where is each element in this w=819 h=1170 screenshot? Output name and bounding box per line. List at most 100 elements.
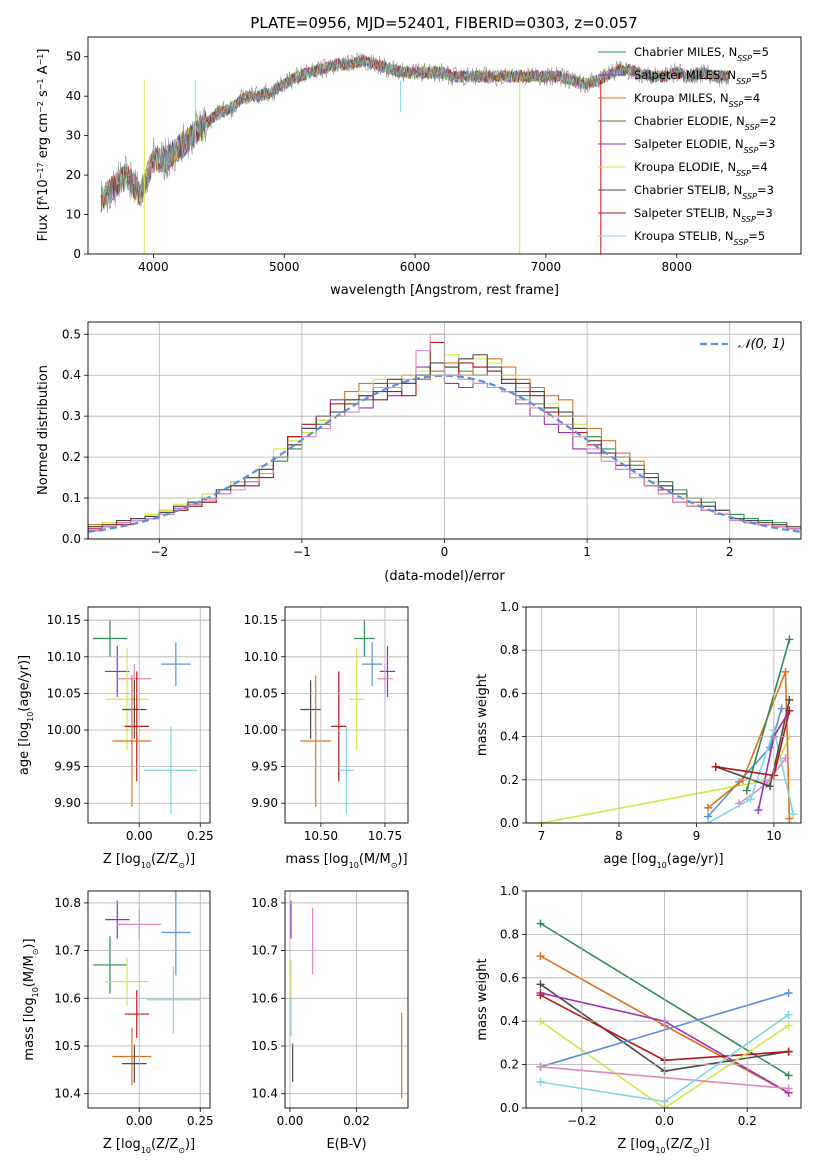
y-tick-label: 0.8 — [500, 643, 519, 657]
weight-marker — [784, 1010, 793, 1019]
weight-marker — [536, 1077, 545, 1086]
y-tick-label: 0.5 — [62, 327, 81, 341]
weight-marker — [784, 1047, 793, 1056]
label-part: 10 — [31, 987, 40, 997]
legend-item: Kroupa MILES, NSSP=4 — [598, 91, 760, 109]
error-bar-point — [105, 900, 130, 939]
error-bar-point — [105, 957, 149, 1006]
legend-item: Salpeter STELIB, NSSP=3 — [598, 206, 773, 224]
weight-marker — [742, 786, 751, 795]
label-part: (Z/Z — [666, 1137, 693, 1152]
legend-label: Kroupa MILES, NSSP=4 — [634, 91, 760, 109]
label-part: (M/M — [22, 955, 37, 987]
error-bar-point — [331, 671, 347, 782]
y-tick-label: 20 — [66, 168, 81, 182]
axes-frame — [87, 36, 802, 255]
legend-sub: SSP — [744, 146, 759, 155]
y-tick-label: 0.4 — [500, 730, 519, 744]
y-tick-label: 10.4 — [54, 1087, 81, 1101]
y-axis-label: Normed distribution — [36, 365, 51, 495]
axes-frame — [87, 321, 802, 540]
x-tick-label: −2 — [150, 545, 168, 559]
legend-count: =5 — [751, 68, 768, 82]
weight-marker — [785, 814, 794, 823]
y-tick-label: 10.5 — [251, 1039, 278, 1053]
weight-marker — [536, 980, 545, 989]
label-part: )] — [699, 1137, 709, 1152]
label-part: ⊙ — [31, 949, 40, 956]
y-tick-label: 9.90 — [251, 796, 278, 810]
label-part: −17 — [36, 162, 45, 179]
x-tick-label: 7 — [538, 829, 546, 843]
weight-marker — [784, 988, 793, 997]
weight-marker — [784, 1084, 793, 1093]
axes-frame — [284, 606, 409, 824]
weight-marker — [784, 1071, 793, 1080]
spectrum-line — [100, 56, 730, 204]
axes-frame — [525, 606, 802, 824]
plot-area — [290, 900, 403, 1099]
legend-item: Chabrier STELIB, NSSP=3 — [598, 183, 774, 201]
y-tick-label: 10.10 — [244, 650, 278, 664]
legend-sub: SSP — [745, 123, 760, 132]
x-tick-label: 0.25 — [187, 1114, 214, 1128]
error-bar-point — [161, 891, 191, 976]
label-part: 10 — [655, 1146, 665, 1155]
y-tick-label: 10.7 — [54, 944, 81, 958]
x-tick-label: −0.2 — [567, 1114, 596, 1128]
y-tick-label: 0.0 — [500, 816, 519, 830]
x-tick-label: 0.2 — [738, 1114, 757, 1128]
legend-label: Chabrier ELODIE, NSSP=2 — [634, 114, 776, 132]
x-tick-label: 5000 — [269, 260, 300, 274]
y-tick-label: 1.0 — [500, 600, 519, 614]
label-part: 10 — [349, 861, 359, 870]
legend-count: =4 — [751, 160, 768, 174]
label-part: )] — [185, 1137, 195, 1152]
x-axis-label: Z [log10(Z/Z⊙)] — [617, 1137, 709, 1155]
weight-series — [707, 727, 795, 823]
plot-background — [88, 607, 210, 823]
y-axis-label: mass weight — [475, 674, 490, 756]
y-tick-label: 9.95 — [54, 760, 81, 774]
weight-marker — [784, 1021, 793, 1030]
weight-marker — [781, 754, 790, 763]
x-tick-label: 0.25 — [187, 829, 214, 843]
plot-background — [285, 891, 408, 1108]
legend-count: =3 — [757, 183, 774, 197]
error-bar-point — [105, 645, 130, 698]
legend-text: Kroupa MILES, N — [634, 91, 729, 105]
legend-label: Chabrier MILES, NSSP=5 — [634, 45, 769, 63]
x-axis-label: wavelength [Angstrom, rest frame] — [330, 283, 559, 298]
label-part: Z [log — [103, 1137, 141, 1152]
legend-text: Kroupa ELODIE, N — [634, 160, 736, 174]
label-part: (age/yr)] — [667, 852, 724, 867]
weight-marker — [536, 991, 545, 1000]
label-part: mass [log — [285, 852, 348, 867]
error-bar-point — [338, 726, 355, 815]
y-tick-label: 0.0 — [500, 1101, 519, 1115]
legend-text: Kroupa STELIB, N — [634, 229, 734, 243]
label-part: ⊙ — [178, 1146, 185, 1155]
x-tick-label: 6000 — [400, 260, 431, 274]
x-tick-label: 10.50 — [304, 829, 338, 843]
y-tick-label: 50 — [66, 50, 81, 64]
legend-sub: SSP — [742, 192, 757, 201]
label-part: )] — [397, 852, 407, 867]
label-part: ⊙ — [178, 861, 185, 870]
label-part: s — [36, 90, 51, 101]
x-tick-label: 0.0 — [655, 1114, 674, 1128]
x-tick-label: 2 — [726, 545, 734, 559]
error-bar-point — [354, 620, 375, 657]
plot-area — [92, 620, 198, 815]
x-tick-label: −1 — [293, 545, 311, 559]
weight-marker — [536, 919, 545, 928]
error-bar-point — [122, 1044, 147, 1083]
x-axis-label: E(B-V) — [326, 1137, 366, 1152]
label-part: age [log — [17, 722, 32, 775]
y-tick-label: 0 — [73, 247, 81, 261]
error-bar-point — [112, 675, 152, 807]
weight-marker — [536, 1062, 545, 1071]
y-tick-label: 10.15 — [47, 613, 81, 627]
y-tick-label: 0.2 — [500, 1058, 519, 1072]
